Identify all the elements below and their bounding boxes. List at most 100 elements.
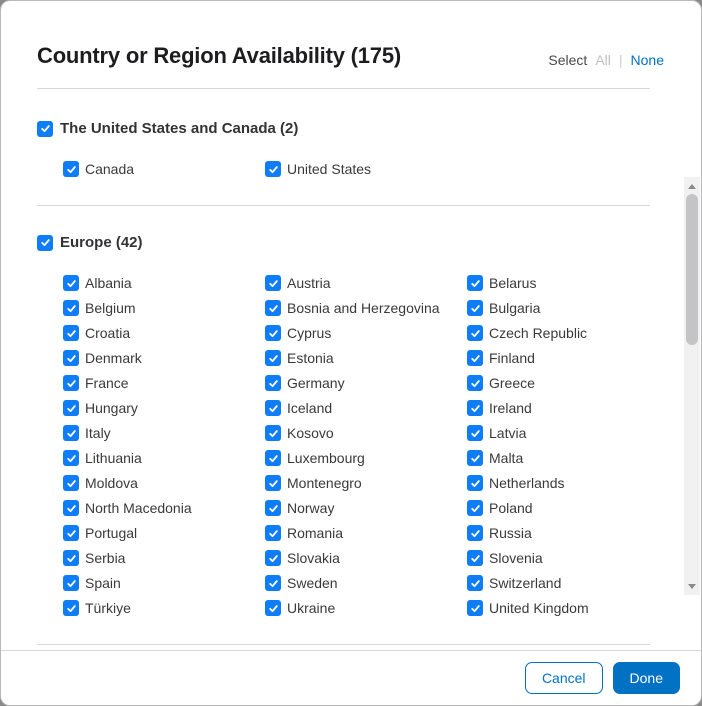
country-row[interactable]: Ireland xyxy=(467,400,669,416)
country-row[interactable]: Moldova xyxy=(63,475,265,491)
country-row[interactable]: Bosnia and Herzegovina xyxy=(265,300,467,316)
country-checkbox[interactable] xyxy=(467,525,483,541)
country-checkbox[interactable] xyxy=(467,400,483,416)
country-row[interactable]: Finland xyxy=(467,350,669,366)
country-checkbox[interactable] xyxy=(467,475,483,491)
country-checkbox[interactable] xyxy=(63,275,79,291)
country-checkbox[interactable] xyxy=(63,500,79,516)
country-checkbox[interactable] xyxy=(467,550,483,566)
country-checkbox[interactable] xyxy=(467,350,483,366)
country-checkbox[interactable] xyxy=(467,600,483,616)
country-row[interactable]: Bulgaria xyxy=(467,300,669,316)
country-row[interactable]: Romania xyxy=(265,525,467,541)
country-row[interactable]: Slovenia xyxy=(467,550,669,566)
country-label: Romania xyxy=(287,525,344,541)
country-row[interactable]: Switzerland xyxy=(467,575,669,591)
country-row[interactable]: Netherlands xyxy=(467,475,669,491)
scrollbar-up-arrow-icon[interactable] xyxy=(684,179,700,193)
country-row[interactable]: Cyprus xyxy=(265,325,467,341)
country-checkbox[interactable] xyxy=(265,300,281,316)
country-row[interactable]: Italy xyxy=(63,425,265,441)
country-row[interactable]: Russia xyxy=(467,525,669,541)
country-checkbox[interactable] xyxy=(265,275,281,291)
scrollbar-down-arrow-icon[interactable] xyxy=(684,579,700,593)
country-row[interactable]: Portugal xyxy=(63,525,265,541)
country-checkbox[interactable] xyxy=(63,300,79,316)
country-row[interactable]: Slovakia xyxy=(265,550,467,566)
country-row[interactable]: Kosovo xyxy=(265,425,467,441)
country-checkbox[interactable] xyxy=(265,600,281,616)
country-row[interactable]: Hungary xyxy=(63,400,265,416)
country-checkbox[interactable] xyxy=(265,575,281,591)
country-checkbox[interactable] xyxy=(467,500,483,516)
country-row[interactable]: Czech Republic xyxy=(467,325,669,341)
country-checkbox[interactable] xyxy=(467,375,483,391)
country-row[interactable]: Ukraine xyxy=(265,600,467,616)
country-checkbox[interactable] xyxy=(63,350,79,366)
country-checkbox[interactable] xyxy=(265,161,281,177)
country-row[interactable]: Greece xyxy=(467,375,669,391)
country-checkbox[interactable] xyxy=(63,475,79,491)
country-checkbox[interactable] xyxy=(265,375,281,391)
country-row[interactable]: North Macedonia xyxy=(63,500,265,516)
country-checkbox[interactable] xyxy=(63,525,79,541)
country-row[interactable]: Norway xyxy=(265,500,467,516)
country-row[interactable]: Spain xyxy=(63,575,265,591)
country-checkbox[interactable] xyxy=(63,600,79,616)
country-checkbox[interactable] xyxy=(63,450,79,466)
country-checkbox[interactable] xyxy=(265,400,281,416)
country-row[interactable]: Canada xyxy=(63,161,265,177)
country-row[interactable]: United Kingdom xyxy=(467,600,669,616)
select-all-link[interactable]: All xyxy=(595,52,611,68)
done-button[interactable]: Done xyxy=(612,662,680,694)
country-checkbox[interactable] xyxy=(265,475,281,491)
country-row[interactable]: Poland xyxy=(467,500,669,516)
country-checkbox[interactable] xyxy=(63,161,79,177)
region-checkbox[interactable] xyxy=(37,234,53,251)
country-checkbox[interactable] xyxy=(63,325,79,341)
country-row[interactable]: Malta xyxy=(467,450,669,466)
country-checkbox[interactable] xyxy=(467,300,483,316)
country-checkbox[interactable] xyxy=(265,325,281,341)
country-row[interactable]: United States xyxy=(265,161,467,177)
country-row[interactable]: Denmark xyxy=(63,350,265,366)
country-checkbox[interactable] xyxy=(63,375,79,391)
country-checkbox[interactable] xyxy=(265,425,281,441)
country-checkbox[interactable] xyxy=(63,400,79,416)
country-row[interactable]: Iceland xyxy=(265,400,467,416)
country-row[interactable]: Belarus xyxy=(467,275,669,291)
country-row[interactable]: Sweden xyxy=(265,575,467,591)
country-row[interactable]: Latvia xyxy=(467,425,669,441)
country-row[interactable]: Luxembourg xyxy=(265,450,467,466)
country-checkbox[interactable] xyxy=(265,500,281,516)
region-checkbox[interactable] xyxy=(37,120,53,137)
country-row[interactable]: Germany xyxy=(265,375,467,391)
vertical-scrollbar[interactable] xyxy=(684,177,700,595)
country-checkbox[interactable] xyxy=(63,550,79,566)
country-row[interactable]: Austria xyxy=(265,275,467,291)
country-checkbox[interactable] xyxy=(265,350,281,366)
country-checkbox[interactable] xyxy=(467,575,483,591)
country-row[interactable]: Estonia xyxy=(265,350,467,366)
country-checkbox[interactable] xyxy=(265,525,281,541)
country-checkbox[interactable] xyxy=(63,575,79,591)
country-row[interactable]: Lithuania xyxy=(63,450,265,466)
country-checkbox[interactable] xyxy=(467,275,483,291)
country-row[interactable]: France xyxy=(63,375,265,391)
country-label: Lithuania xyxy=(85,450,142,466)
country-row[interactable]: Türkiye xyxy=(63,600,265,616)
country-row[interactable]: Croatia xyxy=(63,325,265,341)
scrollbar-thumb[interactable] xyxy=(686,194,698,345)
country-row[interactable]: Albania xyxy=(63,275,265,291)
country-row[interactable]: Belgium xyxy=(63,300,265,316)
cancel-button[interactable]: Cancel xyxy=(524,662,603,694)
country-checkbox[interactable] xyxy=(467,325,483,341)
select-none-link[interactable]: None xyxy=(630,52,664,68)
country-row[interactable]: Montenegro xyxy=(265,475,467,491)
country-checkbox[interactable] xyxy=(265,450,281,466)
country-row[interactable]: Serbia xyxy=(63,550,265,566)
country-checkbox[interactable] xyxy=(467,425,483,441)
country-checkbox[interactable] xyxy=(467,450,483,466)
country-checkbox[interactable] xyxy=(63,425,79,441)
country-checkbox[interactable] xyxy=(265,550,281,566)
